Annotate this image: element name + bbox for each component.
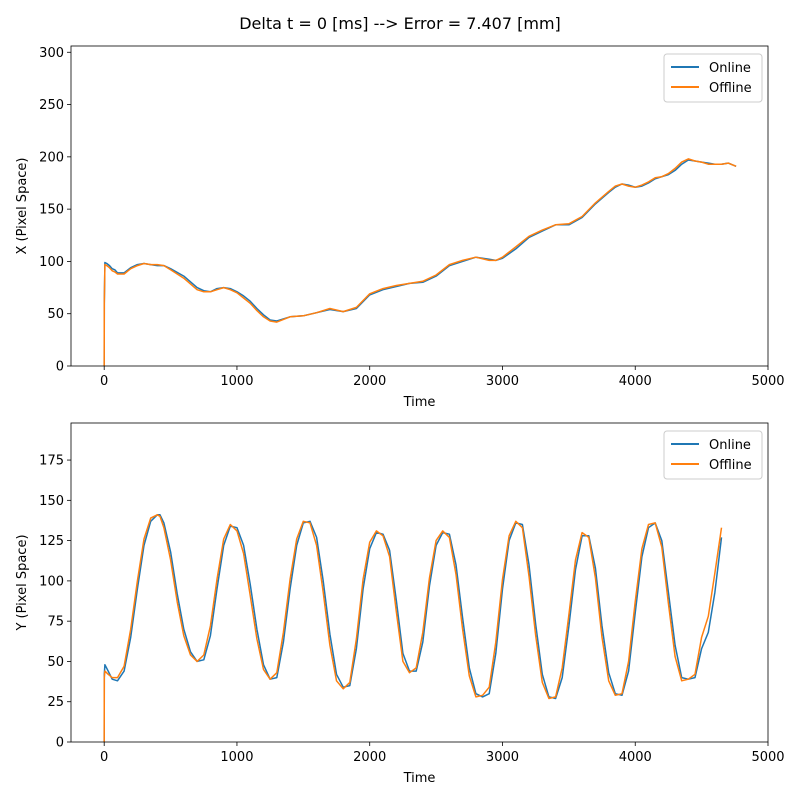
x-chart-legend: Online Offline bbox=[663, 53, 763, 103]
y-chart-xtick-label: 5000 bbox=[751, 750, 784, 765]
y-chart-series-group bbox=[103, 514, 723, 742]
x-chart-xtick-label: 5000 bbox=[751, 374, 784, 389]
y-chart-ytick-label: 0 bbox=[56, 736, 64, 751]
y-chart-ylabel: Y (Pixel Space) bbox=[15, 534, 30, 631]
figure-title: Delta t = 0 [ms] --> Error = 7.407 [mm] bbox=[239, 14, 561, 33]
x-position-chart: 0 1000 2000 3000 4000 5000 0 50 100 150 200 250 300 T… bbox=[15, 45, 785, 410]
x-chart-ytick-label: 300 bbox=[39, 46, 64, 61]
x-chart-ylabel: X (Pixel Space) bbox=[15, 158, 30, 255]
x-chart-series-group bbox=[103, 158, 737, 366]
x-chart-xtick-label: 4000 bbox=[619, 374, 652, 389]
y-chart-ytick-label: 50 bbox=[47, 655, 64, 670]
y-chart-frame bbox=[70, 422, 769, 743]
x-chart-ytick-label: 150 bbox=[39, 203, 64, 218]
x-chart-ytick-label: 100 bbox=[39, 255, 64, 270]
y-chart-ytick-label: 75 bbox=[47, 615, 64, 630]
x-chart-xlabel: Time bbox=[403, 395, 436, 410]
y-chart-xtick-label: 2000 bbox=[353, 750, 386, 765]
x-chart-frame bbox=[70, 45, 769, 367]
y-chart-plot-area bbox=[71, 423, 768, 742]
x-chart-plot-area bbox=[71, 46, 768, 366]
y-chart-series-online bbox=[103, 514, 723, 742]
x-chart-ytick-label: 250 bbox=[39, 98, 64, 113]
y-chart-xtick-label: 3000 bbox=[486, 750, 519, 765]
y-chart-ytick-label: 25 bbox=[47, 695, 64, 710]
x-chart-ytick-label: 200 bbox=[39, 150, 64, 165]
x-chart-xtick-label: 1000 bbox=[220, 374, 253, 389]
x-chart-xtick-label: 2000 bbox=[353, 374, 386, 389]
y-chart-legend-label-online: Online bbox=[709, 438, 751, 453]
y-position-chart: 0 1000 2000 3000 4000 5000 0 25 50 75 100 125 150 175… bbox=[15, 422, 785, 786]
x-chart-ytick-label: 0 bbox=[56, 360, 64, 375]
y-chart-xlabel: Time bbox=[403, 771, 436, 786]
y-chart-xtick-label: 1000 bbox=[220, 750, 253, 765]
y-chart-ytick-label: 150 bbox=[39, 494, 64, 509]
x-chart-legend-label-offline: Offline bbox=[709, 81, 752, 96]
y-chart-xtick-label: 4000 bbox=[619, 750, 652, 765]
y-chart-legend: Online Offline bbox=[663, 430, 763, 480]
y-chart-xtick-label: 0 bbox=[100, 750, 108, 765]
y-chart-ytick-label: 125 bbox=[39, 534, 64, 549]
y-chart-legend-label-offline: Offline bbox=[709, 458, 752, 473]
y-chart-ytick-label: 175 bbox=[39, 454, 64, 469]
y-chart-ytick-label: 100 bbox=[39, 574, 64, 589]
x-chart-ytick-label: 50 bbox=[47, 307, 64, 322]
x-chart-series-offline bbox=[103, 158, 737, 366]
x-chart-xtick-label: 3000 bbox=[486, 374, 519, 389]
x-chart-xtick-label: 0 bbox=[100, 374, 108, 389]
y-chart-series-offline bbox=[103, 514, 723, 742]
x-chart-legend-label-online: Online bbox=[709, 61, 751, 76]
